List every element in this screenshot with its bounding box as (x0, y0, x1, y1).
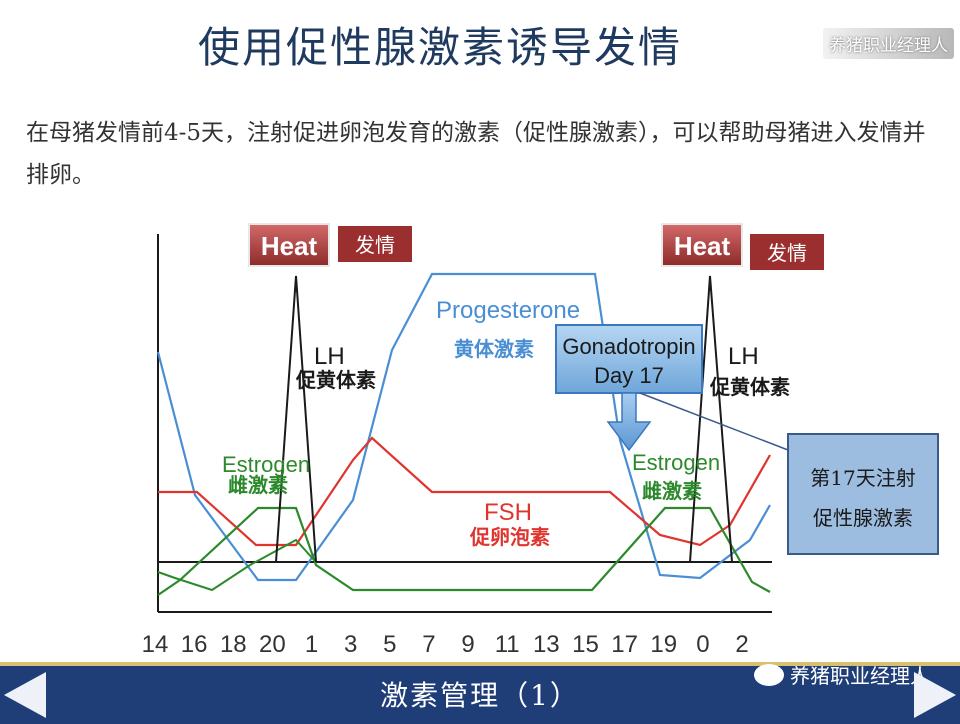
estrogen-cn-label-1: 雌激素 (228, 473, 288, 497)
intro-paragraph: 在母猪发情前4-5天，注射促进卵泡发育的激素（促性腺激素），可以帮助母猪进入发情… (26, 120, 926, 188)
x-tick-label: 0 (696, 631, 709, 658)
footer-badge: 养猪职业经理人 (754, 660, 930, 689)
progesterone-label: Progesterone (436, 297, 580, 324)
x-tick-label: 9 (461, 631, 474, 658)
estrogen-label-2: Estrogen (632, 450, 720, 475)
lh-cn-label-1: 促黄体素 (295, 368, 376, 392)
x-tick-label: 2 (735, 631, 748, 658)
heat-box-1 (248, 223, 330, 267)
x-tick-labels: 14 16 18 20 1 3 5 7 9 11 13 15 17 19 0 2 (142, 631, 749, 658)
heat-box-2 (661, 223, 743, 267)
x-tick-label: 3 (344, 631, 357, 658)
estrogen-low-curve (157, 538, 315, 592)
progesterone-cn-label: 黄体激素 (454, 337, 534, 361)
footer-title: 激素管理（1） (380, 679, 580, 712)
x-tick-label: 11 (495, 631, 520, 658)
callout-line1: 第17天注射 (810, 466, 915, 490)
callout-box (787, 433, 939, 555)
x-tick-label: 14 (142, 631, 169, 658)
heat-cn-box-1 (338, 226, 412, 262)
x-tick-label: 5 (383, 631, 396, 658)
callout-connector (639, 392, 789, 451)
x-tick-label: 7 (422, 631, 435, 658)
heat-cn-label-1: 发情 (355, 233, 395, 257)
estrogen-curve (157, 506, 771, 596)
x-tick-label: 19 (650, 631, 677, 658)
x-tick-label: 17 (611, 631, 638, 658)
gonadotropin-line2: Day 17 (594, 363, 664, 388)
estrogen-label-1: Estrogen (222, 452, 310, 477)
lh-cn-label-2: 促黄体素 (709, 375, 790, 399)
x-tick-label: 15 (572, 631, 599, 658)
lh-label-2: LH (728, 343, 759, 370)
x-tick-label: 16 (181, 631, 208, 658)
footer-bar: 激素管理（1） 养猪职业经理人 (0, 662, 960, 724)
watermark-badge: 养猪职业经理人 (823, 28, 954, 59)
x-tick-label: 1 (305, 631, 318, 658)
fsh-label: FSH (484, 499, 532, 526)
x-tick-label: 20 (259, 631, 286, 658)
x-tick-label: 13 (533, 631, 560, 658)
estrogen-cn-label-2: 雌激素 (642, 479, 702, 503)
footer-badge-text: 养猪职业经理人 (790, 664, 930, 688)
callout-line2: 促性腺激素 (813, 506, 913, 530)
progesterone-curve (156, 272, 771, 582)
fsh-curve (158, 436, 771, 547)
lh-curve (275, 275, 317, 563)
gonadotropin-line1: Gonadotropin (562, 334, 695, 359)
page-title: 使用促性腺激素诱导发情 (197, 23, 682, 72)
down-arrow-icon (606, 392, 652, 452)
heat-label-2: Heat (674, 231, 731, 261)
fsh-cn-label: 促卵泡素 (469, 525, 550, 549)
heat-label-1: Heat (261, 231, 318, 261)
gonadotropin-box (555, 324, 703, 394)
lh-label-1: LH (314, 343, 345, 370)
wechat-icon (754, 663, 784, 686)
x-tick-label: 18 (220, 631, 247, 658)
lh-curve-2 (689, 275, 733, 563)
heat-cn-label-2: 发情 (767, 241, 807, 265)
hormone-cycle-diagram: Heat 发情 Heat 发情 LH 促黄体素 LH 促黄体素 Progeste… (142, 223, 939, 658)
heat-cn-box-2 (750, 234, 824, 270)
